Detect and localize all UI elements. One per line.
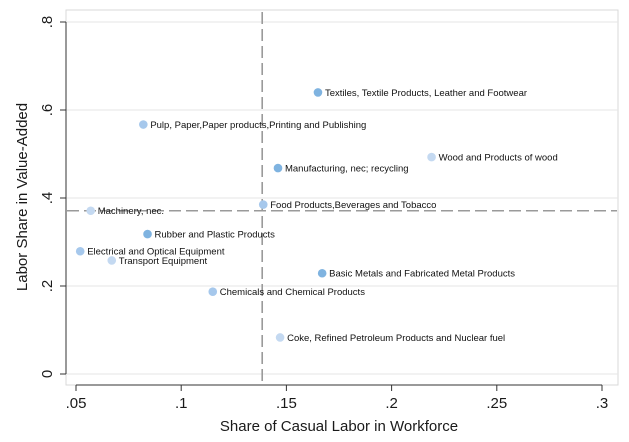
y-tick-label-2: .4	[39, 192, 56, 205]
point-label-5: Machinery, nec.	[98, 206, 164, 217]
point-labels: Textiles, Textile Products, Leather and …	[87, 88, 558, 344]
x-axis-title: Share of Casual Labor in Workforce	[220, 418, 458, 435]
y-axis-title: Labor Share in Value-Added	[14, 103, 31, 291]
data-points	[75, 88, 436, 342]
x-tick-label-1: .1	[175, 395, 188, 412]
point-label-1: Pulp, Paper,Paper products,Printing and …	[150, 120, 366, 131]
data-point-1	[139, 120, 148, 129]
point-label-8: Transport Equipment	[119, 256, 208, 267]
axes: 0 .2 .4 .6 .8 .05 .1 .15 .2 .25 .3	[39, 16, 608, 412]
data-point-10	[208, 287, 218, 297]
data-point-6	[143, 229, 152, 239]
point-label-4: Food Products,Beverages and Tobacco	[270, 200, 436, 211]
point-label-3: Manufacturing, nec; recycling	[285, 163, 409, 174]
data-point-0	[313, 88, 323, 97]
x-tick-label-4: .25	[486, 395, 507, 412]
x-tick-label-0: .05	[66, 395, 87, 412]
gridlines	[66, 21, 618, 375]
y-tick-label-4: .8	[39, 16, 56, 29]
reference-lines	[67, 12, 617, 384]
point-label-10: Chemicals and Chemical Products	[220, 287, 365, 298]
x-tick-label-5: .3	[596, 395, 609, 412]
point-label-7: Electrical and Optical Equipment	[87, 247, 225, 258]
point-label-0: Textiles, Textile Products, Leather and …	[325, 88, 527, 99]
data-point-11	[275, 333, 285, 342]
point-label-6: Rubber and Plastic Products	[155, 229, 276, 240]
y-tick-label-1: .2	[39, 280, 56, 293]
data-point-5	[86, 206, 96, 216]
x-tick-label-2: .15	[276, 395, 297, 412]
point-label-11: Coke, Refined Petroleum Products and Nuc…	[287, 333, 505, 344]
y-tick-label-3: .6	[39, 104, 56, 117]
data-point-9	[317, 268, 327, 278]
y-tick-label-0: 0	[39, 370, 56, 378]
point-label-2: Wood and Products of wood	[439, 152, 558, 163]
point-label-9: Basic Metals and Fabricated Metal Produc…	[329, 269, 515, 280]
data-point-4	[258, 200, 268, 209]
x-tick-label-3: .2	[385, 395, 398, 412]
data-point-7	[75, 246, 85, 256]
data-point-3	[273, 163, 283, 173]
data-point-2	[427, 152, 436, 162]
data-point-8	[107, 256, 117, 265]
